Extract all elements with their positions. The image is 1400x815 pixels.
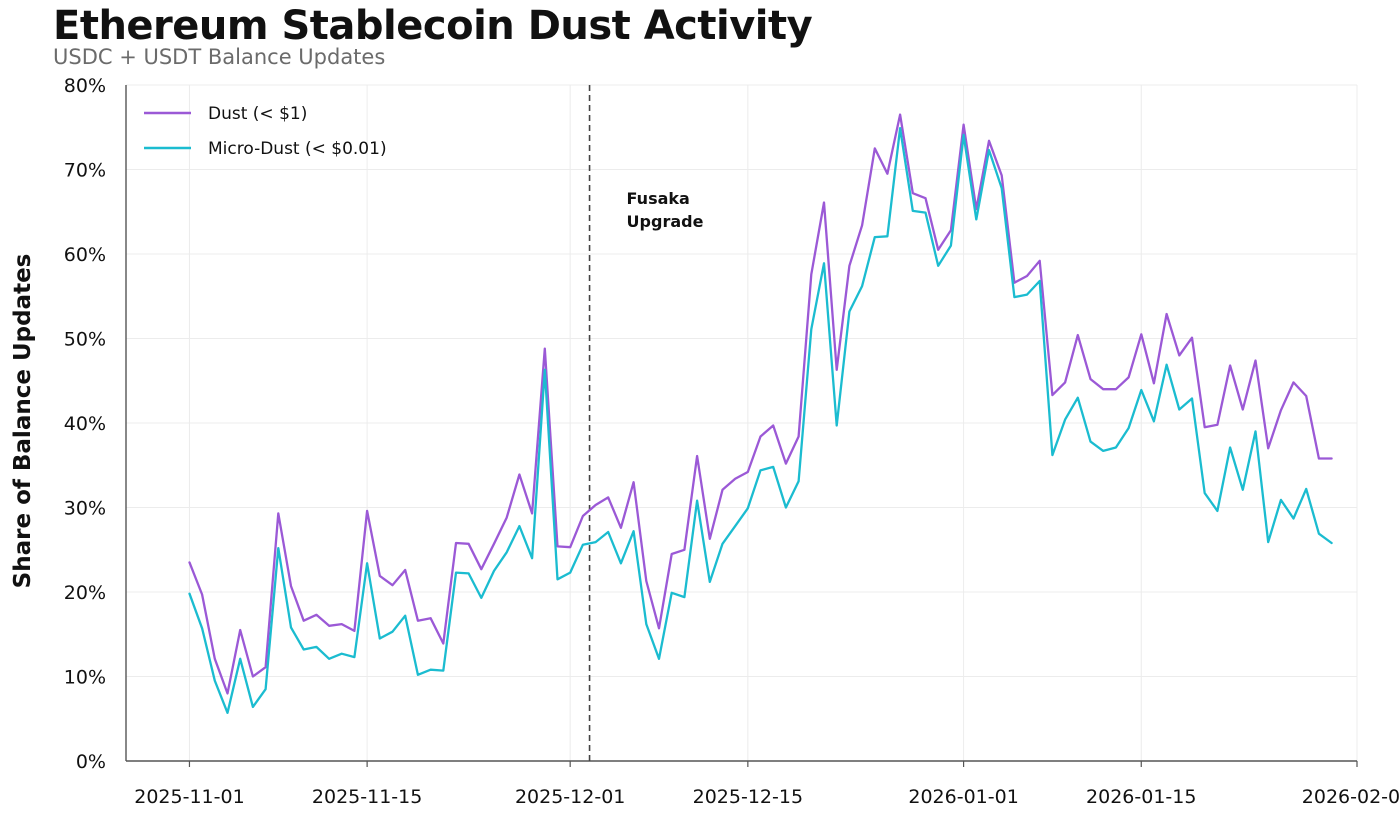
annotations: Fusaka Upgrade [588,85,704,761]
y-tick-label: 10% [64,667,106,689]
series-lines [188,113,1333,714]
series-line-dust-1 [188,113,1333,695]
x-tick-label: 2026-01-01 [908,786,1018,808]
y-tick-label: 40% [64,413,106,435]
y-tick-label: 50% [64,329,106,351]
annotation-label: Fusaka [627,189,690,208]
legend-label: Dust (< $1) [208,104,307,124]
chart-title: Ethereum Stablecoin Dust Activity [53,3,813,49]
x-tick-label: 2026-02-01 [1302,786,1400,808]
y-tick-label: 60% [64,244,106,266]
x-tick-label: 2025-12-01 [515,786,625,808]
y-tick-label: 20% [64,582,106,604]
y-tick-label: 0% [76,751,106,773]
series-line-micro-dust-0-01 [188,126,1333,714]
chart-subtitle: USDC + USDT Balance Updates [53,45,386,69]
y-tick-label: 30% [64,498,106,520]
y-axis-label: Share of Balance Updates [10,254,36,589]
x-tick-label: 2025-12-15 [693,786,803,808]
annotation-label: Upgrade [627,212,704,231]
y-tick-label: 80% [64,75,106,97]
legend: Dust (< $1) Micro-Dust (< $0.01) [144,104,387,159]
x-tick-label: 2025-11-01 [134,786,244,808]
x-tick-label: 2026-01-15 [1086,786,1196,808]
axes: 0% 10% 20% 30% 40% 50% 60% 70% 80% 2025-11-01 2025… [10,75,1400,808]
x-tick-label: 2025-11-15 [312,786,422,808]
y-tick-label: 70% [64,160,106,182]
legend-label: Micro-Dust (< $0.01) [208,139,387,159]
grid-lines [126,84,1358,762]
